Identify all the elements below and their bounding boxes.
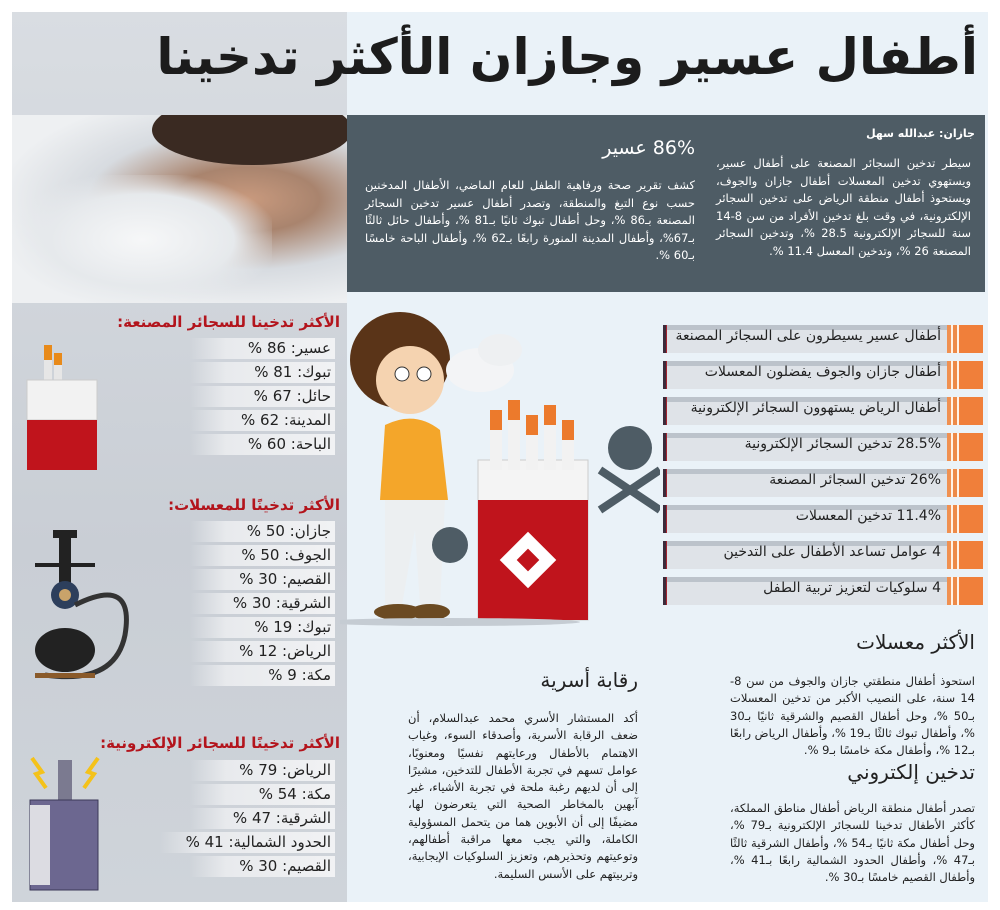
list-item: تبوك: 19 % — [190, 617, 335, 638]
highlight-bar: 28.5% تدخين السجائر الإلكترونية — [663, 433, 983, 461]
list-item: الباحة: 60 % — [190, 434, 335, 455]
boy-smoking-illustration — [340, 312, 660, 626]
list-item: تبوك: 81 % — [190, 362, 335, 383]
byline: جازان: عبدالله سهل — [866, 127, 975, 140]
highlight-text: أطفال الرياض يستهوون السجائر الإلكترونية — [690, 400, 941, 416]
asir-text: كشف تقرير صحة ورفاهية الطفل للعام الماضي… — [365, 178, 695, 262]
list-item: المدينة: 62 % — [190, 410, 335, 431]
highlight-text: 26% تدخين السجائر المصنعة — [769, 472, 941, 488]
highlight-text: 28.5% تدخين السجائر الإلكترونية — [744, 436, 941, 452]
highlight-bar: أطفال الرياض يستهوون السجائر الإلكترونية — [663, 397, 983, 425]
highlight-bar: 26% تدخين السجائر المصنعة — [663, 469, 983, 497]
shisha-text: استحوذ أطفال منطقتي جازان والجوف من سن 8… — [730, 674, 975, 758]
e-cigarette-icon — [29, 756, 100, 891]
highlight-bar: أطفال عسير يسيطرون على السجائر المصنعة — [663, 325, 983, 353]
shisha-heading: الأكثر معسلات — [856, 630, 975, 654]
family-text: أكد المستشار الأسري محمد عبدالسلام، أن ض… — [408, 711, 638, 881]
list-item: عسير: 86 % — [190, 338, 335, 359]
hookah-icon — [35, 530, 129, 680]
list-item: مكة: 54 % — [190, 784, 335, 805]
asir-heading: 86% عسير — [602, 137, 695, 159]
list-heading-cigarettes: الأكثر تدخينا للسجائر المصنعة: — [117, 313, 340, 331]
list-item: الحدود الشمالية: 41 % — [160, 832, 335, 853]
highlight-text: 4 سلوكيات لتعزيز تربية الطفل — [763, 580, 941, 596]
list-item: الشرقية: 30 % — [190, 593, 335, 614]
cigarette-pack-icon — [26, 345, 98, 470]
list-item: مكة: 9 % — [190, 665, 335, 686]
highlight-text: 11.4% تدخين المعسلات — [795, 508, 941, 524]
highlight-text: أطفال جازان والجوف يفضلون المعسلات — [704, 364, 941, 380]
highlight-bar: أطفال جازان والجوف يفضلون المعسلات — [663, 361, 983, 389]
list-item: الشرقية: 47 % — [190, 808, 335, 829]
list-item: حائل: 67 % — [190, 386, 335, 407]
highlight-bar: 4 سلوكيات لتعزيز تربية الطفل — [663, 577, 983, 605]
family-heading: رقابة أسرية — [540, 668, 638, 692]
highlight-text: 4 عوامل تساعد الأطفال على التدخين — [723, 544, 941, 560]
ecig-heading: تدخين إلكتروني — [847, 760, 975, 784]
highlight-text: أطفال عسير يسيطرون على السجائر المصنعة — [675, 328, 941, 344]
list-item: القصيم: 30 % — [190, 856, 335, 877]
page-title: أطفال عسير وجازان الأكثر تدخينا — [156, 28, 979, 86]
list-item: القصيم: 30 % — [190, 569, 335, 590]
intro-text: سيطر تدخين السجائر المصنعة على أطفال عسي… — [716, 156, 971, 258]
list-heading-shisha: الأكثر تدخينًا للمعسلات: — [168, 496, 340, 514]
list-item: الرياض: 12 % — [190, 641, 335, 662]
highlight-bar: 11.4% تدخين المعسلات — [663, 505, 983, 533]
highlight-bar: 4 عوامل تساعد الأطفال على التدخين — [663, 541, 983, 569]
list-heading-ecig: الأكثر تدخينًا للسجائر الإلكترونية: — [100, 734, 340, 752]
list-item: الرياض: 79 % — [190, 760, 335, 781]
list-item: الجوف: 50 % — [190, 545, 335, 566]
list-item: جازان: 50 % — [190, 521, 335, 542]
ecig-text: تصدر أطفال منطقة الرياض أطفال مناطق المم… — [730, 801, 976, 885]
smoking-child-photo — [12, 115, 347, 303]
summary-box: جازان: عبدالله سهل سيطر تدخين السجائر ال… — [347, 115, 985, 292]
